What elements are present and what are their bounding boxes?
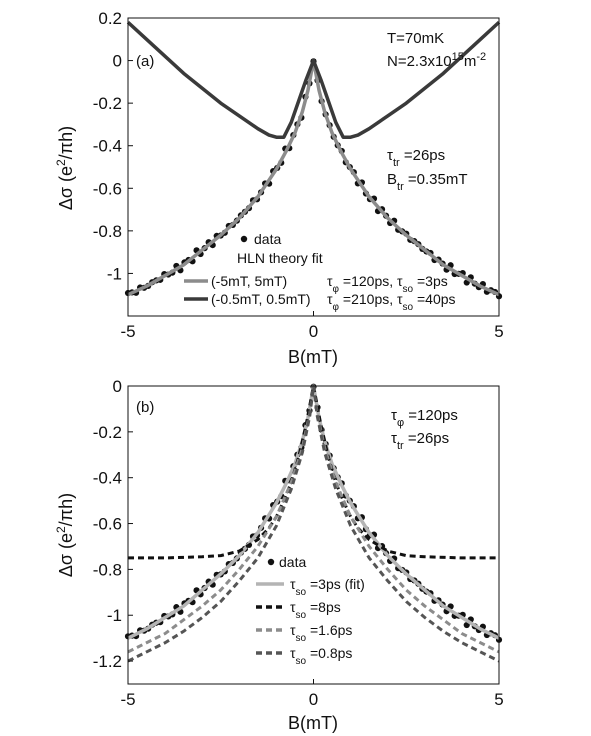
y-tick-label: 0 [113, 52, 122, 71]
plot-area-a [124, 20, 503, 300]
ticks-a: 0.2 0 -0.2 -0.4 -0.6 -0.8 -1 -5 0 5 [93, 9, 504, 341]
x-tick-label: 0 [309, 322, 318, 341]
panel-label-a: (a) [136, 53, 154, 70]
legend-label-tso-1-6: τso =1.6ps [290, 622, 352, 644]
x-tick-label: 5 [494, 322, 503, 341]
x-tick-label: -5 [120, 690, 135, 709]
y-tick-label: -0.2 [93, 423, 122, 442]
y-tick-label: -0.6 [93, 515, 122, 534]
ticks-b: 0 -0.2 -0.4 -0.6 -0.8 -1 -1.2 -5 0 5 [93, 377, 504, 709]
panel-a: 0.2 0 -0.2 -0.4 -0.6 -0.8 -1 -5 0 5 (a) B(mT) Δσ … [54, 9, 504, 367]
legend-label-tso-8: τso =8ps [290, 599, 341, 621]
y-tick-label: -0.6 [93, 179, 122, 198]
plot-area-b [124, 383, 503, 663]
x-tick-label: -5 [120, 322, 135, 341]
panel-b: 0 -0.2 -0.4 -0.6 -0.8 -1 -1.2 -5 0 5 (b) B(mT) Δσ… [54, 377, 504, 733]
y-tick-label: -0.2 [93, 94, 122, 113]
ylabel-a: Δσ (e2/πh) [54, 126, 76, 210]
y-tick-label: -1 [107, 606, 122, 625]
series-line-2 [126, 20, 501, 139]
legend-data-label-b: data [279, 554, 306, 570]
annotation-density: N=2.3x1015m-2 [387, 51, 486, 70]
y-tick-label: -0.8 [93, 222, 122, 241]
legend-data-label-a: data [254, 231, 281, 247]
legend-label-tso-3: τso =3ps (fit) [290, 576, 365, 598]
legend-b: data τso =3ps (fit) τso =8ps τso =1.6ps … [256, 554, 365, 667]
legend-label-fit-narrow: (-0.5mT, 0.5mT) [211, 291, 311, 307]
xlabel-a: B(mT) [288, 347, 338, 367]
annotation-b-tr: Btr =0.35mT [387, 171, 468, 193]
series-line-2 [128, 384, 499, 560]
ylabel-b: Δσ (e2/πh) [54, 493, 76, 577]
y-tick-label: 0 [113, 377, 122, 396]
xlabel-b: B(mT) [288, 713, 338, 733]
y-tick-label: -0.4 [93, 469, 122, 488]
annotation-temperature: T=70mK [387, 30, 444, 47]
legend-params-fit-narrow: τφ =210ps, τso =40ps [327, 291, 456, 313]
legend-data-marker-b [267, 558, 275, 566]
y-tick-label: -1.2 [93, 652, 122, 671]
y-tick-label: -1 [107, 264, 122, 283]
legend-title-a: HLN theory fit [237, 250, 323, 266]
x-tick-label: 5 [494, 690, 503, 709]
x-tick-label: 0 [309, 690, 318, 709]
annotation-tau-tr: τtr =26ps [387, 147, 445, 169]
legend-label-fit-wide: (-5mT, 5mT) [211, 273, 287, 289]
legend-label-tso-0-8: τso =0.8ps [290, 645, 352, 667]
annotation-tau-phi-b: τφ =120ps [391, 407, 458, 429]
y-tick-label: -0.8 [93, 560, 122, 579]
annotation-tau-tr-b: τtr =26ps [391, 430, 449, 452]
y-tick-label: -0.4 [93, 137, 122, 156]
legend-data-marker-a [240, 235, 248, 243]
y-tick-label: 0.2 [98, 9, 122, 28]
panel-label-b: (b) [136, 399, 154, 416]
